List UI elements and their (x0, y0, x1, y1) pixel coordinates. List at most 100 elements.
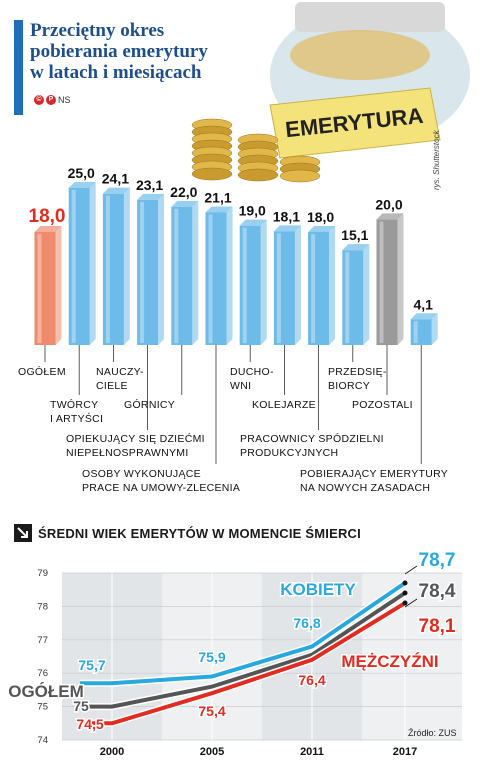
series-endpoint (402, 590, 408, 596)
bar-top (34, 225, 62, 232)
bar-value-label: 18,0 (29, 206, 66, 227)
bar-highlight (345, 252, 350, 343)
category-label: PRZEDSIĘ- (328, 366, 387, 378)
data-label: 78,7 (419, 550, 456, 571)
series-line (80, 581, 407, 686)
data-label: 75 (73, 698, 89, 714)
data-label: 76,4 (298, 672, 325, 688)
legend-ogolem: OGÓŁEM (8, 682, 84, 701)
bar (171, 206, 193, 345)
category-label: OPIEKUJĄCY SIĘ DZIEĆMI (66, 432, 205, 445)
category-label: KOLEJARZE (252, 399, 316, 411)
jar-illustration: EMERYTURA (191, 2, 470, 183)
bar-top (308, 225, 336, 232)
bar-side (226, 206, 233, 345)
y-tick-label: 77 (37, 635, 48, 646)
legend-kobiety: KOBIETY (280, 580, 356, 599)
series-line (80, 591, 407, 709)
bar-value-label: 24,1 (102, 171, 129, 187)
category-label: BIORCY (328, 380, 370, 392)
callout-line (404, 598, 418, 608)
data-label: 78,4 (419, 581, 456, 602)
y-tick-label: 74 (37, 735, 48, 746)
x-tick-label: 2005 (200, 746, 224, 758)
bar-group: 15,1 PRZEDSIĘ- BIORCY (328, 227, 387, 392)
bar-top (342, 244, 370, 251)
bar-side (55, 225, 62, 345)
data-label: 75,9 (198, 649, 225, 665)
bar (239, 225, 261, 345)
y-tick-label: 79 (37, 568, 48, 579)
legend-mezczyzni: MĘŻCZYŹNI (341, 652, 438, 671)
bar (342, 250, 364, 345)
press-icon: P (46, 95, 56, 105)
section-title: ŚREDNI WIEK EMERYTÓW W MOMENCIE ŚMIERCI (38, 526, 361, 541)
bar-top (137, 193, 165, 200)
line-chart-plot: 74 75 76 77 78 79 2000 2005 2011 2017 75,7 75,9 76,8… (7, 549, 462, 758)
bar-side (363, 244, 370, 345)
bar-highlight (71, 190, 76, 343)
category-label: TWÓRCY (50, 398, 98, 411)
y-tick-label: 76 (37, 668, 48, 679)
bar-side (260, 219, 267, 345)
bar (205, 212, 227, 345)
bar-top (102, 187, 130, 194)
x-tick-label: 2000 (100, 746, 124, 758)
series-endpoint (402, 580, 408, 586)
category-label: PRODUKCYJNYCH (240, 447, 338, 459)
title-accent-bar (14, 20, 23, 115)
category-label: WNI (230, 380, 251, 392)
bar-side (89, 182, 96, 345)
bar (34, 231, 56, 345)
bar-value-label: 19,0 (239, 203, 266, 219)
chart-title: Przeciętny okres pobierania emerytury w … (30, 20, 280, 83)
plot-background (62, 573, 462, 740)
category-label: I ARTYŚCI (50, 412, 103, 425)
bar-side (329, 225, 336, 345)
category-label: OSOBY WYKONUJĄCE (82, 468, 201, 480)
category-label: NAUCZY- (96, 366, 144, 378)
bar-highlight (105, 195, 110, 343)
data-label: 74,5 (76, 716, 103, 732)
data-label: 78,1 (419, 616, 456, 637)
bar (102, 193, 124, 345)
coin-0-7 (191, 167, 233, 181)
bar-side (158, 193, 165, 345)
coin-1-5 (237, 168, 279, 182)
bar-value-label: 25,0 (68, 165, 95, 181)
y-tick-label: 75 (37, 702, 48, 713)
author-initials: NS (58, 95, 71, 105)
bar (308, 231, 330, 345)
category-label: DUCHO- (230, 366, 274, 378)
bar (410, 319, 432, 345)
bar-highlight (140, 201, 145, 343)
bar (68, 188, 90, 345)
series-endpoint (402, 600, 408, 606)
bar-highlight (276, 233, 281, 343)
bar-side (123, 187, 130, 345)
bar-value-label: 22,0 (170, 184, 197, 200)
bar-value-label: 21,1 (204, 189, 231, 205)
bar-group: 18,0 PRACOWNICY SPÓDZIELNI PRODUKCYJNYCH (240, 209, 383, 459)
bar-group: 19,0 DUCHO- WNI (230, 203, 274, 392)
bar-group: 22,0 GÓRNICY (124, 184, 199, 411)
bar-highlight (174, 208, 179, 343)
category-label: CIELE (96, 380, 128, 392)
bar-side (294, 225, 301, 345)
bar-top (410, 313, 438, 320)
bar-group: 18,1 KOLEJARZE (252, 208, 316, 411)
title-line-3: w latach i miesiącach (30, 62, 202, 83)
copyright-icon: © (34, 95, 44, 105)
category-label: POBIERAJĄCY EMERYTURY (300, 468, 448, 480)
title-line-1: Przeciętny okres (30, 20, 165, 41)
source-note: Źródło: ZUS (408, 728, 457, 738)
bar-value-label: 4,1 (413, 296, 433, 312)
series-line-outline (80, 590, 407, 711)
bar-highlight (37, 233, 42, 343)
bar (273, 231, 295, 345)
bar-group: 18,0 OGÓŁEM (18, 206, 66, 378)
data-label: 76,8 (293, 615, 320, 631)
callout-line (404, 565, 418, 575)
